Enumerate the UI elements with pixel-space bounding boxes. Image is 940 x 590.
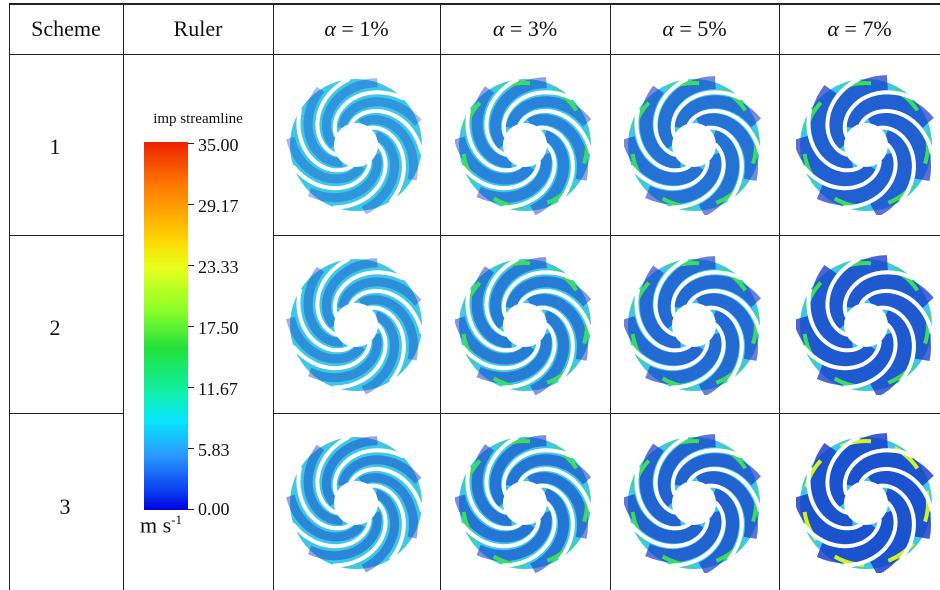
header-ruler: Ruler — [173, 15, 223, 41]
impeller-streamline-image — [796, 433, 934, 573]
alpha-symbol: α — [827, 15, 839, 41]
alpha-value: = 7% — [844, 15, 892, 41]
ruler-tick-label: 0.00 — [198, 499, 230, 519]
scheme-label-2: 2 — [49, 315, 61, 340]
ruler-tick-label: 11.67 — [198, 379, 238, 399]
impeller-streamline-image — [455, 435, 593, 573]
grid-line — [610, 3, 611, 590]
alpha-symbol: α — [324, 15, 336, 41]
ruler-tick-label: 5.83 — [198, 440, 230, 460]
grid-line — [440, 3, 441, 590]
ruler-tick — [188, 265, 194, 266]
grid-line — [273, 3, 274, 590]
impeller-streamline-image — [455, 77, 593, 215]
impeller-streamline-image — [455, 257, 593, 395]
header-scheme: Scheme — [31, 15, 101, 41]
ruler-unit: m s-1 — [140, 512, 182, 538]
ruler-tick — [188, 204, 194, 205]
ruler-tick — [188, 326, 194, 327]
header-alpha-5: α = 5% — [610, 3, 779, 54]
grid-line — [9, 54, 940, 55]
ruler-title: imp streamline — [153, 111, 243, 127]
grid-line — [779, 3, 780, 590]
impeller-streamline-image — [286, 77, 424, 215]
grid-line — [9, 235, 123, 236]
impeller-streamline-image — [286, 257, 424, 395]
alpha-value: = 5% — [679, 15, 727, 41]
alpha-value: = 3% — [509, 15, 558, 41]
header-alpha-1: α = 1% — [273, 3, 440, 54]
ruler-tick — [188, 387, 194, 388]
ruler-tick-label: 29.17 — [198, 196, 239, 216]
color-scale-bar — [144, 142, 188, 510]
impeller-streamline-image — [624, 434, 762, 573]
alpha-value: = 1% — [341, 15, 389, 41]
impeller-streamline-image — [796, 255, 934, 395]
grid-line — [9, 3, 10, 590]
grid-line — [273, 235, 940, 236]
grid-line — [9, 3, 940, 5]
alpha-symbol: α — [662, 15, 674, 41]
unit-base: m s — [140, 512, 172, 538]
ruler-tick-label: 35.00 — [198, 135, 239, 155]
impeller-streamline-image — [796, 75, 934, 215]
header-alpha-7: α = 7% — [779, 3, 940, 54]
grid-line — [9, 413, 123, 414]
grid-line — [273, 413, 940, 414]
impeller-streamline-image — [624, 256, 762, 395]
impeller-streamline-image — [624, 76, 762, 215]
ruler-tick-label: 23.33 — [198, 257, 239, 277]
alpha-symbol: α — [492, 15, 505, 41]
unit-exponent: -1 — [171, 512, 183, 527]
ruler-tick — [188, 448, 194, 449]
ruler-tick — [188, 143, 194, 144]
ruler-tick — [188, 509, 194, 510]
scheme-label-3: 3 — [59, 494, 71, 519]
scheme-label-1: 1 — [49, 134, 61, 159]
impeller-streamline-image — [286, 435, 424, 573]
header-alpha-3: α = 3% — [440, 3, 610, 54]
ruler-tick-label: 17.50 — [198, 318, 239, 338]
grid-line — [123, 3, 124, 590]
